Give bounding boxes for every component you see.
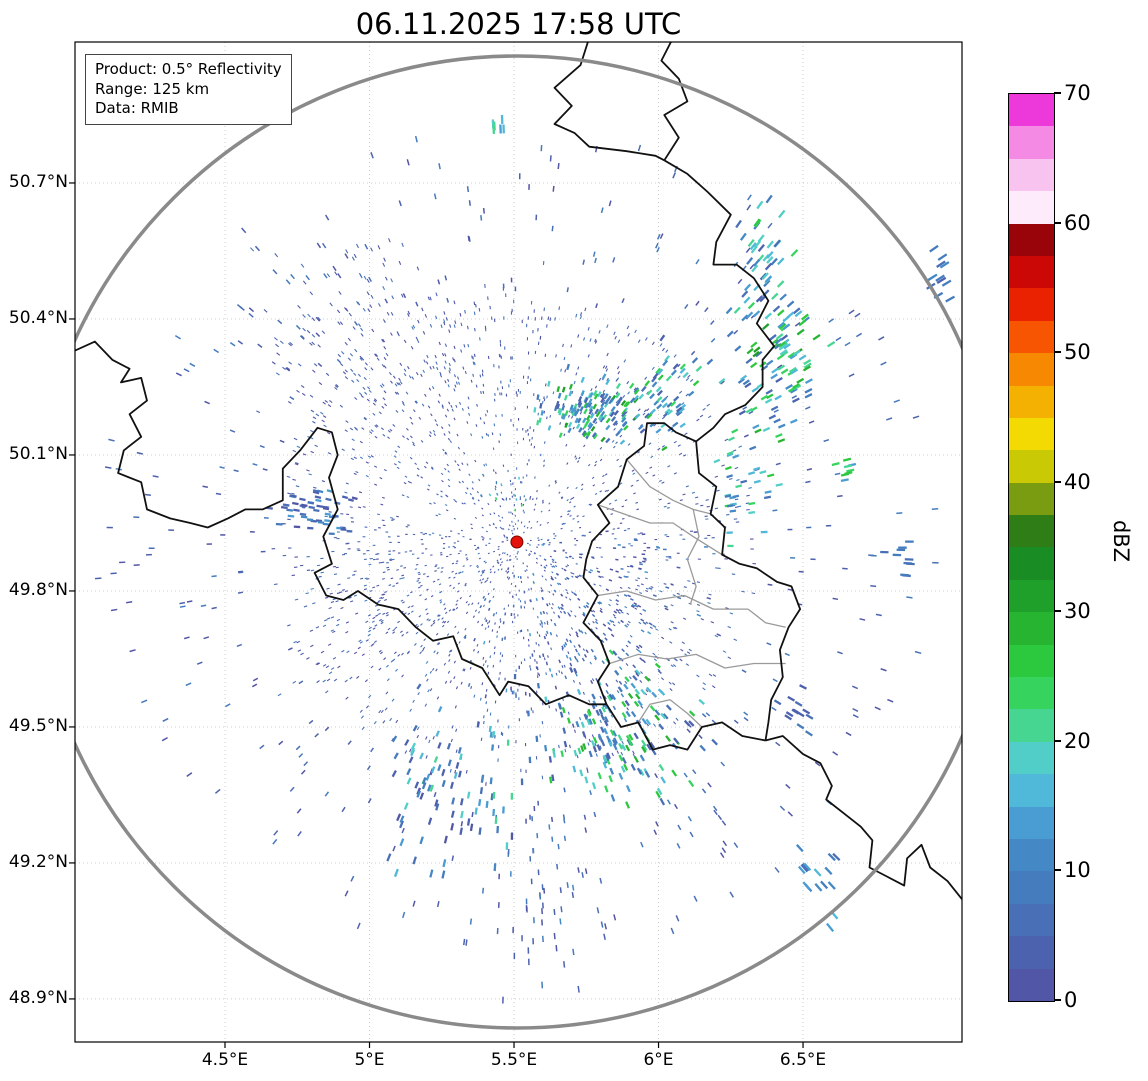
colorbar-tick-mark	[1054, 999, 1061, 1001]
colorbar-segment	[1009, 450, 1054, 483]
colorbar-tick-mark	[1054, 92, 1061, 94]
colorbar-tick-mark	[1054, 610, 1061, 613]
colorbar-segment	[1009, 903, 1054, 937]
colorbar-segment	[1009, 126, 1054, 159]
colorbar-segment	[1009, 677, 1054, 710]
colorbar-segment	[1009, 871, 1054, 904]
colorbar-tick-label: 60	[1064, 210, 1091, 235]
district-border	[597, 590, 749, 610]
country-border-fr-de	[765, 735, 962, 900]
colorbar-segment	[1009, 288, 1054, 321]
y-tick-label: 48.9°N	[8, 987, 68, 1008]
country-border-be-de	[663, 159, 775, 443]
colorbar-segment	[1009, 255, 1054, 289]
axis-tick-marks	[69, 182, 804, 1048]
y-tick-label: 50.7°N	[8, 171, 68, 192]
country-border-fr-lu	[605, 703, 766, 751]
radar-site-marker	[510, 535, 524, 549]
colorbar-tick-label: 70	[1064, 81, 1091, 105]
colorbar-segment	[1009, 936, 1054, 969]
colorbar-segment	[1009, 320, 1054, 354]
colorbar-segment	[1009, 158, 1054, 192]
colorbar-segment	[1009, 94, 1054, 127]
colorbar-tick-mark	[1054, 480, 1061, 483]
colorbar-tick-label: 50	[1064, 340, 1091, 365]
colorbar-tick-mark	[1054, 739, 1061, 742]
colorbar-unit-label: dBZ	[1109, 519, 1133, 563]
colorbar-tick-label: 0	[1064, 988, 1078, 1012]
district-border	[637, 699, 703, 728]
colorbar-segment	[1009, 515, 1054, 548]
colorbar-segment	[1009, 806, 1054, 839]
y-tick-label: 50.1°N	[8, 443, 68, 464]
colorbar-segment	[1009, 385, 1054, 418]
echo-layer	[94, 114, 956, 1004]
colorbar-tick-mark	[1054, 351, 1061, 354]
y-tick-label: 50.4°N	[8, 307, 68, 328]
country-border-nl-de	[660, 42, 689, 161]
colorbar-segment	[1009, 353, 1054, 386]
x-tick-label: 6°E	[643, 1050, 674, 1070]
plot-frame	[74, 41, 963, 1043]
district-border	[626, 459, 711, 515]
colorbar-tick-mark	[1054, 221, 1061, 224]
colorbar	[1008, 93, 1055, 1002]
x-tick-label: 4.5°E	[201, 1050, 249, 1070]
y-tick-label: 49.8°N	[8, 579, 68, 600]
colorbar-tick-label: 30	[1064, 599, 1091, 624]
y-tick-label: 49.5°N	[8, 715, 68, 736]
district-border	[747, 608, 786, 628]
x-tick-label: 5°E	[354, 1050, 385, 1070]
x-tick-label: 6.5°E	[779, 1050, 827, 1070]
figure-title: 06.11.2025 17:58 UTC	[355, 7, 682, 41]
colorbar-tick-label: 20	[1064, 728, 1091, 753]
colorbar-segment	[1009, 644, 1054, 678]
country-border-lu-de	[695, 441, 801, 741]
colorbar-segment	[1009, 547, 1054, 580]
colorbar-segment	[1009, 579, 1054, 613]
colorbar-tick-label: 10	[1064, 858, 1091, 883]
district-border	[609, 653, 786, 669]
colorbar-segment	[1009, 223, 1054, 256]
info-product-line: Product: 0.5° Reflectivity	[95, 60, 282, 78]
country-border-be-lu	[582, 422, 697, 705]
info-range-line: Range: 125 km	[95, 79, 210, 98]
info-source-line: Data: RMIB	[95, 99, 179, 117]
colorbar-segment	[1009, 612, 1054, 645]
country-border-fr-be	[75, 340, 607, 706]
x-tick-label: 5.5°E	[490, 1050, 538, 1070]
colorbar-segment	[1009, 417, 1054, 451]
colorbar-segment	[1009, 838, 1054, 872]
colorbar-segment	[1009, 741, 1054, 775]
colorbar-tick-mark	[1054, 869, 1061, 872]
colorbar-tick-label: 40	[1064, 469, 1091, 494]
colorbar-segment	[1009, 482, 1054, 516]
colorbar-segment	[1009, 191, 1054, 224]
range-ring	[75, 54, 962, 1030]
y-tick-label: 49.2°N	[8, 851, 68, 872]
colorbar-segment	[1009, 968, 1054, 1001]
info-box: Product: 0.5° Reflectivity Range: 125 km…	[85, 54, 292, 125]
colorbar-segment	[1009, 774, 1054, 807]
district-border	[686, 509, 700, 605]
country-border-be-nl	[553, 42, 665, 162]
colorbar-segment	[1009, 709, 1054, 742]
